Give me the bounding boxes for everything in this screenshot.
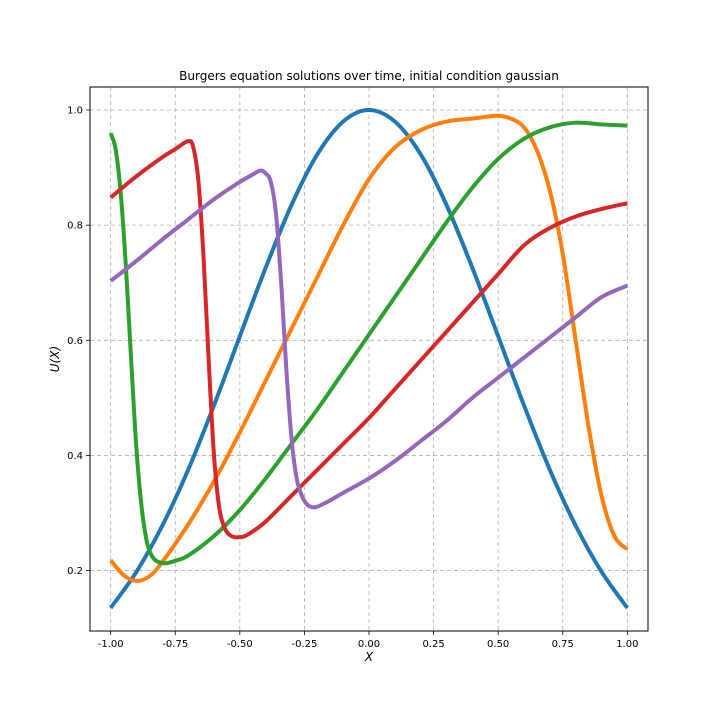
- x-tick-label: 0.25: [422, 639, 444, 650]
- series-line-4: [109, 139, 628, 540]
- x-tick-label: -1.00: [98, 639, 124, 650]
- y-tick-label: 0.2: [67, 566, 83, 577]
- x-tick-label: 0.00: [358, 639, 380, 650]
- x-tick-label: 0.75: [552, 639, 574, 650]
- x-tick-label: -0.50: [227, 639, 253, 650]
- x-axis-label: X: [364, 650, 374, 664]
- y-tick-label: 0.6: [67, 336, 83, 347]
- y-tick-label: 0.4: [67, 451, 83, 462]
- y-axis-label: U(X): [48, 346, 62, 372]
- x-tick-label: -0.25: [291, 639, 317, 650]
- series-line-3: [108, 120, 628, 566]
- chart-title: Burgers equation solutions over time, in…: [179, 69, 559, 83]
- x-tick-label: 0.50: [487, 639, 509, 650]
- y-tick-label: 1.0: [67, 106, 83, 117]
- series-line-1: [109, 108, 629, 610]
- y-tick-label: 0.8: [67, 221, 83, 232]
- x-tick-label: -0.75: [162, 639, 188, 650]
- series-line-2: [109, 113, 629, 583]
- series-line-5: [109, 168, 629, 510]
- ticks: -1.00 -0.75 -0.50 -0.25 0.00 0.25 0.50 0.75 1.00…: [67, 106, 638, 650]
- x-tick-label: 1.00: [616, 639, 638, 650]
- series-group: [108, 108, 629, 610]
